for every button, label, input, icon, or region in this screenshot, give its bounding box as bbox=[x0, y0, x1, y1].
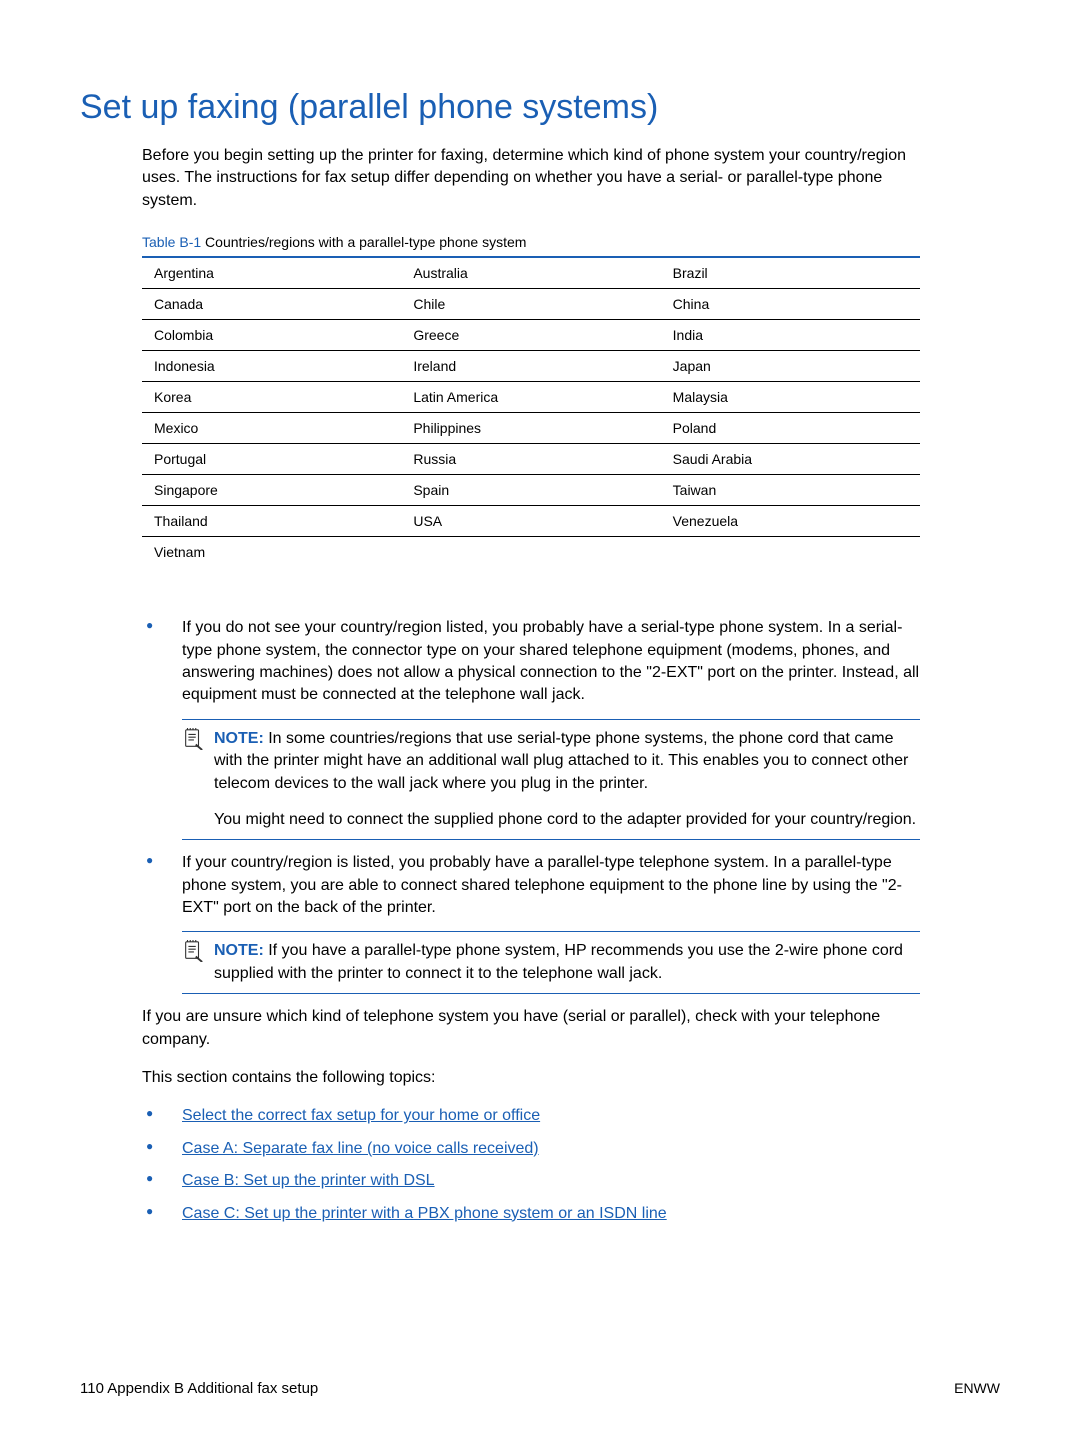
table-cell: Russia bbox=[401, 444, 660, 475]
table-cell: Argentina bbox=[142, 257, 401, 289]
table-cell: Canada bbox=[142, 289, 401, 320]
table-cell bbox=[661, 537, 920, 568]
table-cell: Greece bbox=[401, 320, 660, 351]
table-row: ArgentinaAustraliaBrazil bbox=[142, 257, 920, 289]
footer-left: 110 Appendix B Additional fax setup bbox=[80, 1380, 318, 1397]
footer-appendix: Appendix B Additional fax setup bbox=[107, 1380, 318, 1397]
table-cell: Mexico bbox=[142, 413, 401, 444]
table-cell: Latin America bbox=[401, 382, 660, 413]
table-cell bbox=[401, 537, 660, 568]
bullet-item-parallel: If your country/region is listed, you pr… bbox=[142, 852, 920, 994]
table-cell: India bbox=[661, 320, 920, 351]
note-icon bbox=[182, 728, 204, 757]
table-cell: Japan bbox=[661, 351, 920, 382]
page-number: 110 bbox=[80, 1380, 104, 1397]
note-text-2: If you have a parallel-type phone system… bbox=[214, 942, 903, 981]
note-icon bbox=[182, 940, 204, 969]
table-caption-text: Countries/regions with a parallel-type p… bbox=[205, 234, 526, 250]
table-cell: Korea bbox=[142, 382, 401, 413]
topics-list: Select the correct fax setup for your ho… bbox=[142, 1105, 1000, 1225]
bullet-list: If you do not see your country/region li… bbox=[142, 617, 920, 994]
table-cell: Vietnam bbox=[142, 537, 401, 568]
table-cell: Colombia bbox=[142, 320, 401, 351]
table-row: SingaporeSpainTaiwan bbox=[142, 475, 920, 506]
topic-link-case-c[interactable]: Case C: Set up the printer with a PBX ph… bbox=[182, 1205, 667, 1222]
table-row: ThailandUSAVenezuela bbox=[142, 506, 920, 537]
note-label: NOTE: bbox=[214, 730, 264, 747]
table-row: IndonesiaIrelandJapan bbox=[142, 351, 920, 382]
note-paragraph-1: NOTE: In some countries/regions that use… bbox=[214, 728, 920, 795]
table-cell: Ireland bbox=[401, 351, 660, 382]
topic-item: Case A: Separate fax line (no voice call… bbox=[142, 1138, 1000, 1160]
table-cell: Australia bbox=[401, 257, 660, 289]
topic-link-case-a[interactable]: Case A: Separate fax line (no voice call… bbox=[182, 1140, 539, 1157]
table-row: ColombiaGreeceIndia bbox=[142, 320, 920, 351]
topic-link-select[interactable]: Select the correct fax setup for your ho… bbox=[182, 1107, 540, 1124]
footer-right: ENWW bbox=[954, 1380, 1000, 1397]
table-cell: Brazil bbox=[661, 257, 920, 289]
page-footer: 110 Appendix B Additional fax setup ENWW bbox=[80, 1380, 1000, 1397]
countries-table: ArgentinaAustraliaBrazilCanadaChileChina… bbox=[142, 256, 920, 567]
bullet-text-serial: If you do not see your country/region li… bbox=[182, 619, 919, 703]
table-cell: Saudi Arabia bbox=[661, 444, 920, 475]
bullet-text-parallel: If your country/region is listed, you pr… bbox=[182, 854, 902, 916]
table-row: PortugalRussiaSaudi Arabia bbox=[142, 444, 920, 475]
table-cell: Poland bbox=[661, 413, 920, 444]
table-cell: Thailand bbox=[142, 506, 401, 537]
note-box-parallel: NOTE: If you have a parallel-type phone … bbox=[182, 931, 920, 994]
bullet-item-serial: If you do not see your country/region li… bbox=[142, 617, 920, 840]
table-cell: Philippines bbox=[401, 413, 660, 444]
topic-link-case-b[interactable]: Case B: Set up the printer with DSL bbox=[182, 1172, 435, 1189]
table-cell: Malaysia bbox=[661, 382, 920, 413]
table-cell: Chile bbox=[401, 289, 660, 320]
table-row: CanadaChileChina bbox=[142, 289, 920, 320]
section-intro: This section contains the following topi… bbox=[142, 1067, 920, 1089]
note-text-1b: You might need to connect the supplied p… bbox=[214, 809, 920, 831]
table-cell: Spain bbox=[401, 475, 660, 506]
intro-paragraph: Before you begin setting up the printer … bbox=[142, 145, 920, 212]
table-caption: Table B-1 Countries/regions with a paral… bbox=[142, 234, 1000, 250]
table-row: Vietnam bbox=[142, 537, 920, 568]
topic-item: Case B: Set up the printer with DSL bbox=[142, 1170, 1000, 1192]
note-text-1a: In some countries/regions that use seria… bbox=[214, 730, 908, 792]
note-paragraph-2: NOTE: If you have a parallel-type phone … bbox=[214, 940, 920, 985]
page-title: Set up faxing (parallel phone systems) bbox=[80, 88, 1000, 127]
table-label: Table B-1 bbox=[142, 234, 201, 250]
table-row: MexicoPhilippinesPoland bbox=[142, 413, 920, 444]
table-cell: Singapore bbox=[142, 475, 401, 506]
table-cell: USA bbox=[401, 506, 660, 537]
note-box-serial: NOTE: In some countries/regions that use… bbox=[182, 719, 920, 841]
table-row: KoreaLatin AmericaMalaysia bbox=[142, 382, 920, 413]
note-label: NOTE: bbox=[214, 942, 264, 959]
table-cell: Indonesia bbox=[142, 351, 401, 382]
unsure-paragraph: If you are unsure which kind of telephon… bbox=[142, 1006, 920, 1051]
table-cell: Venezuela bbox=[661, 506, 920, 537]
table-cell: China bbox=[661, 289, 920, 320]
table-cell: Portugal bbox=[142, 444, 401, 475]
topic-item: Case C: Set up the printer with a PBX ph… bbox=[142, 1203, 1000, 1225]
topic-item: Select the correct fax setup for your ho… bbox=[142, 1105, 1000, 1127]
table-cell: Taiwan bbox=[661, 475, 920, 506]
